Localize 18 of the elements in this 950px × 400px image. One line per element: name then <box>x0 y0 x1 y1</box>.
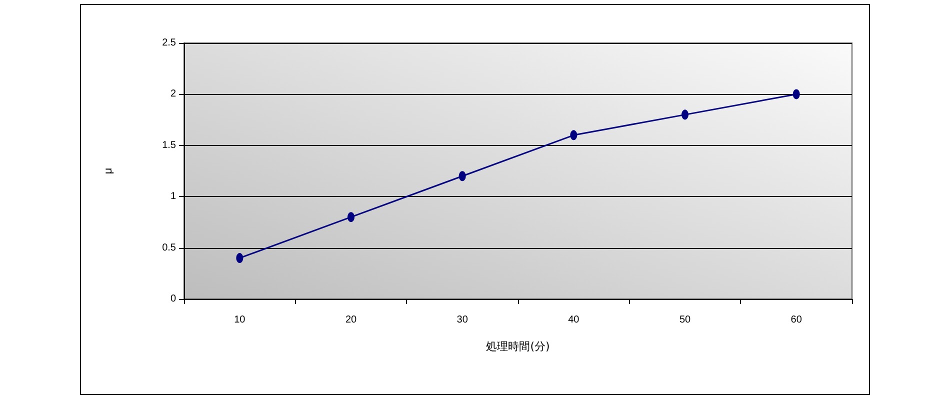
x-tick-label: 40 <box>568 314 580 326</box>
x-tick-label: 30 <box>456 314 468 326</box>
y-tick-label: 0.5 <box>162 242 176 254</box>
y-tick-label: 2 <box>170 88 176 100</box>
x-tick-label: 50 <box>679 314 691 326</box>
y-tick-label: 0 <box>170 294 176 304</box>
x-tick-label: 20 <box>345 314 357 326</box>
x-tick-label: 10 <box>234 314 246 326</box>
x-tick-label: 60 <box>790 314 802 326</box>
y-tick-label: 1.5 <box>162 140 176 151</box>
point <box>792 89 800 100</box>
y-tick-label: 1 <box>170 191 176 202</box>
point <box>458 171 466 182</box>
y-tick-label: 2.5 <box>162 38 176 48</box>
y-axis-title: μ <box>102 168 114 174</box>
x-axis-title: 処理時間(分) <box>486 340 550 353</box>
point <box>570 130 578 140</box>
point <box>236 253 244 264</box>
